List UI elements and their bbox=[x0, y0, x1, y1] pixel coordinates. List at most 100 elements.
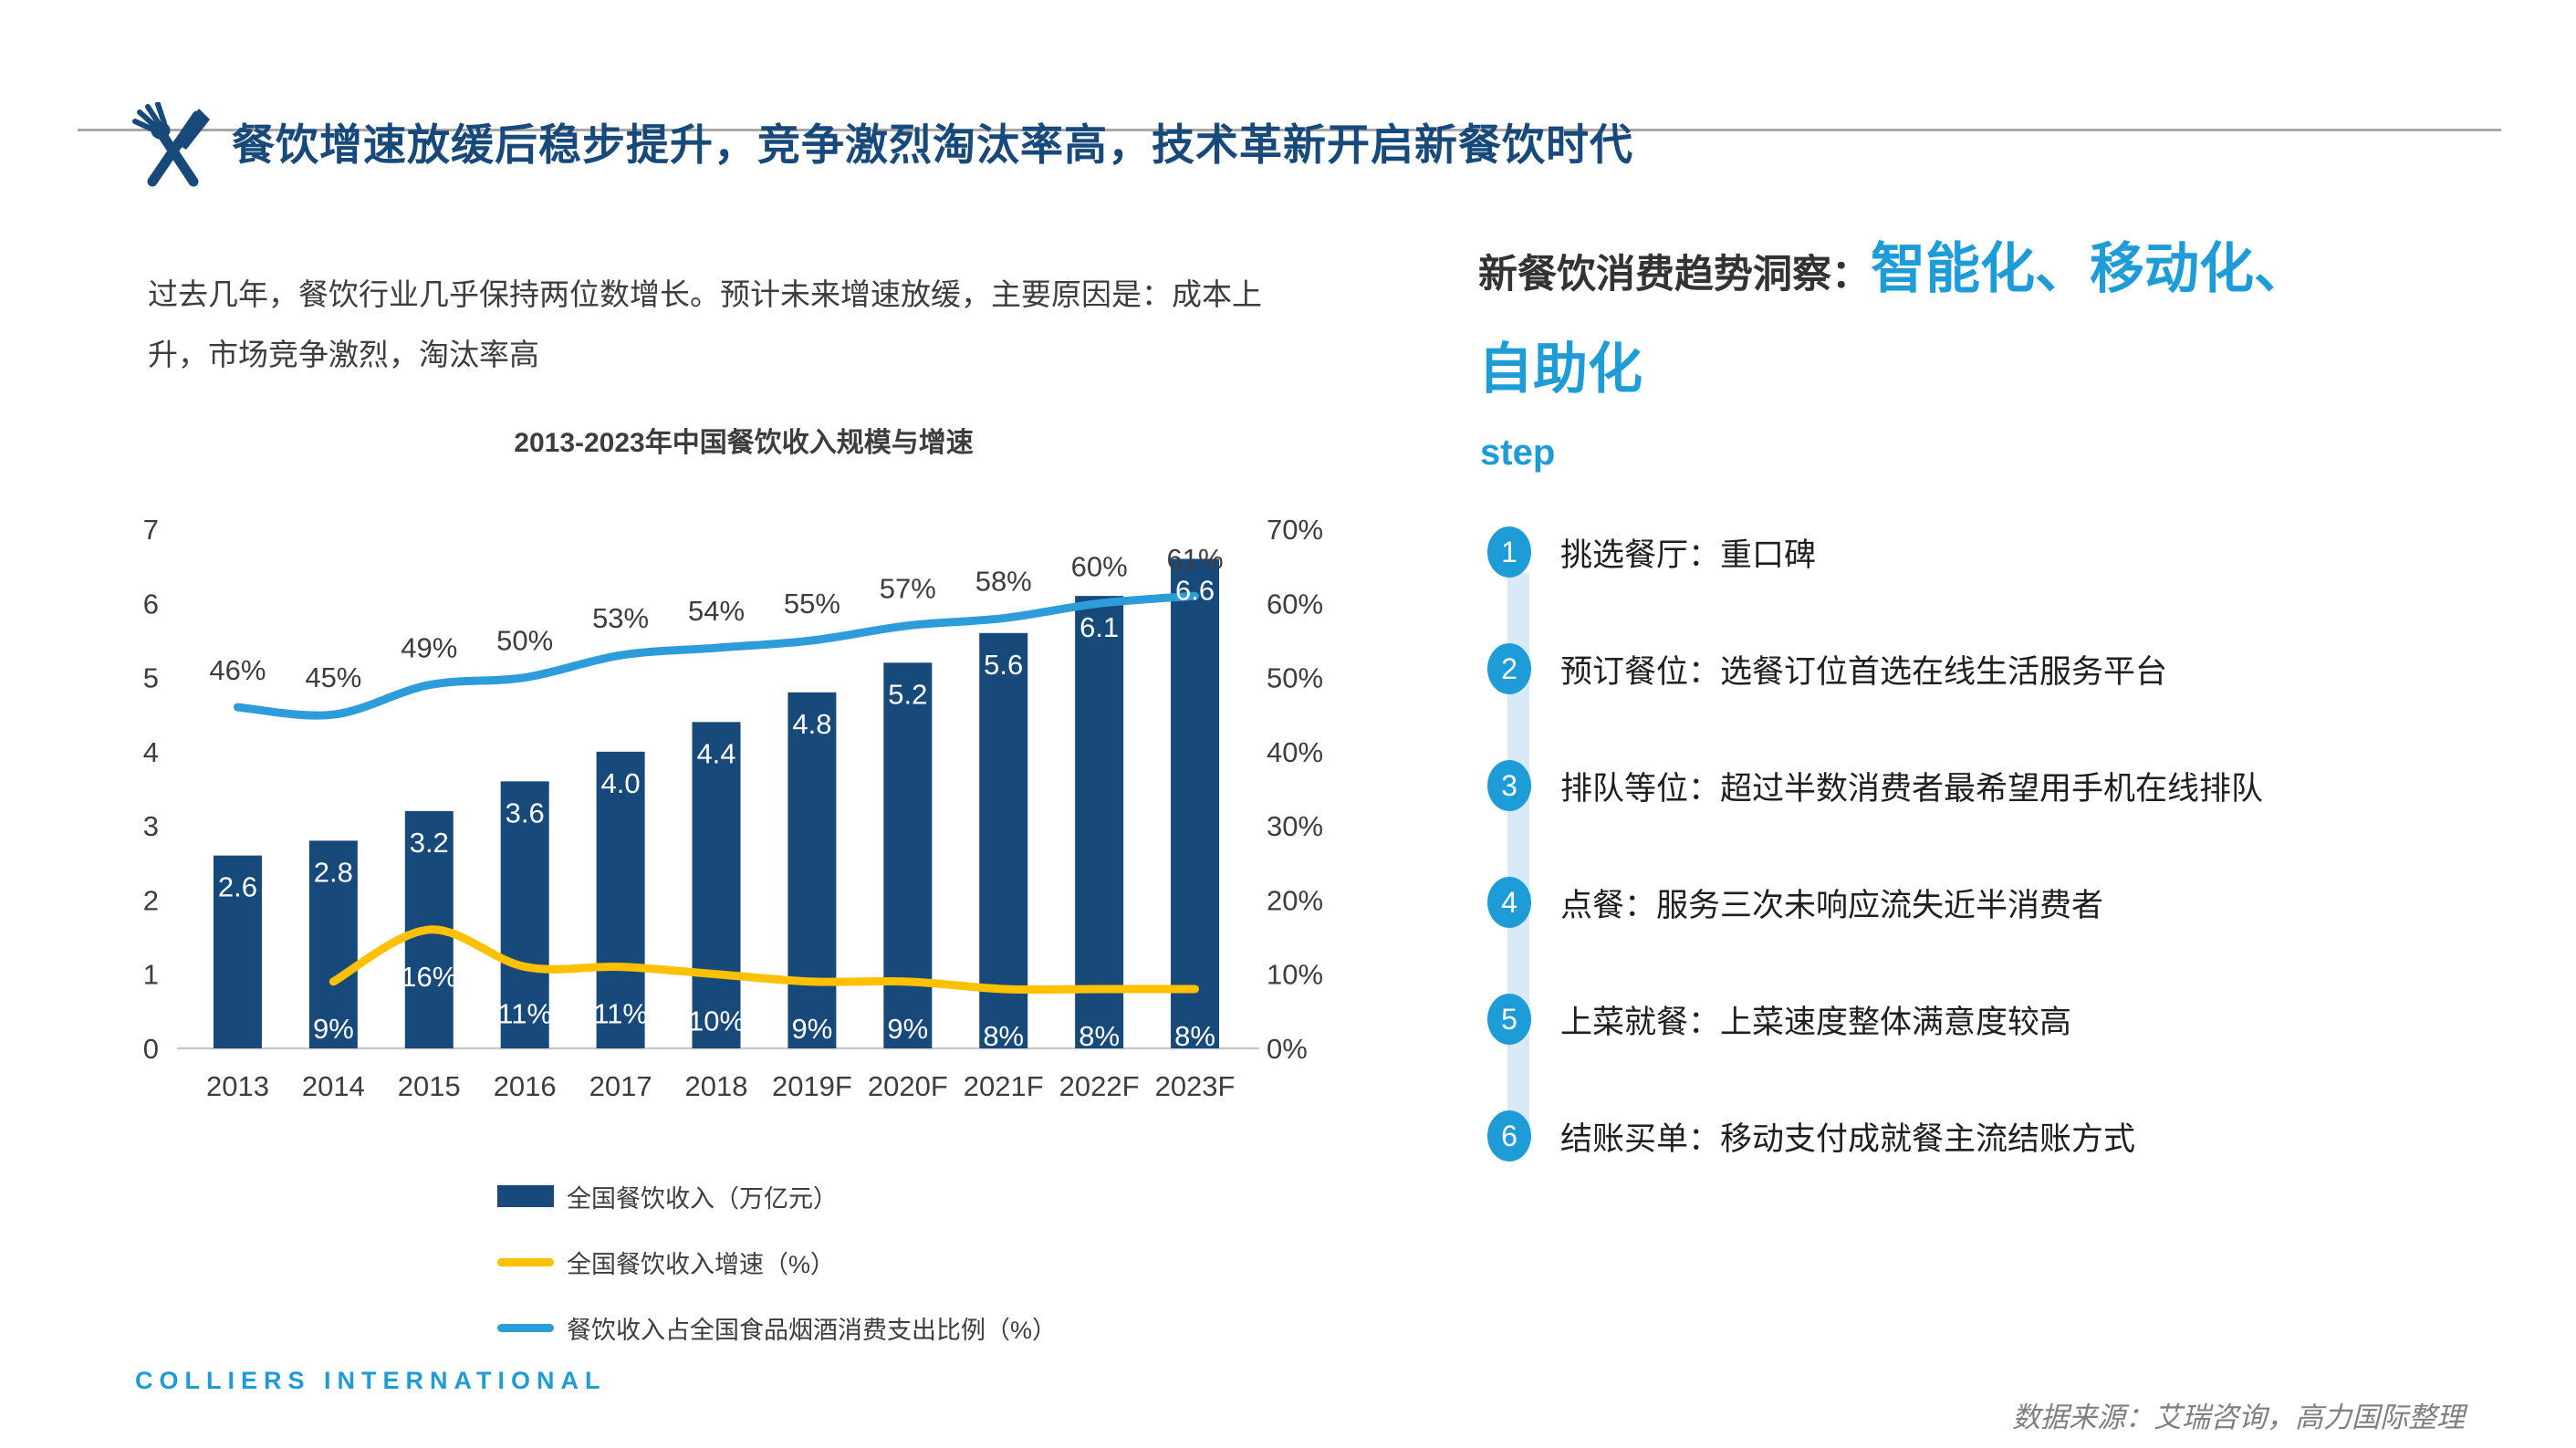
svg-text:1: 1 bbox=[143, 959, 159, 991]
insight-heading-prefix: 新餐饮消费趋势洞察： bbox=[1478, 253, 1871, 297]
svg-text:30%: 30% bbox=[1267, 810, 1323, 842]
step-number-badge: 2 bbox=[1487, 643, 1531, 694]
svg-text:9%: 9% bbox=[792, 1013, 833, 1045]
svg-text:8%: 8% bbox=[983, 1020, 1024, 1052]
chart-title: 2013-2023年中国餐饮收入规模与增速 bbox=[514, 428, 974, 458]
step-number-badge: 6 bbox=[1487, 1110, 1531, 1162]
insight-heading-highlight: 智能化、移动化、自助化 bbox=[1478, 238, 2309, 400]
svg-text:2016: 2016 bbox=[494, 1070, 557, 1102]
step-number-badge: 5 bbox=[1487, 994, 1531, 1045]
svg-text:11%: 11% bbox=[593, 998, 648, 1030]
svg-text:4.8: 4.8 bbox=[792, 708, 831, 740]
svg-text:45%: 45% bbox=[305, 661, 361, 693]
svg-text:10%: 10% bbox=[1267, 959, 1323, 991]
svg-text:50%: 50% bbox=[1267, 662, 1323, 694]
legend-label: 全国餐饮收入增速（%） bbox=[567, 1250, 836, 1278]
legend-item-growth: 全国餐饮收入增速（%） bbox=[497, 1245, 835, 1279]
svg-text:9%: 9% bbox=[887, 1013, 928, 1045]
step-text: 点餐：服务三次未响应流失近半消费者 bbox=[1560, 887, 2104, 923]
svg-text:2013: 2013 bbox=[206, 1070, 269, 1102]
step-item-4: 4 点餐：服务三次未响应流失近半消费者 bbox=[1487, 877, 2103, 928]
step-number: 5 bbox=[1501, 1002, 1517, 1036]
svg-text:2014: 2014 bbox=[302, 1070, 365, 1102]
step-text: 排队等位：超过半数消费者最希望用手机在线排队 bbox=[1560, 770, 2264, 807]
step-item-3: 3 排队等位：超过半数消费者最希望用手机在线排队 bbox=[1487, 760, 2263, 811]
svg-text:2015: 2015 bbox=[398, 1070, 461, 1102]
svg-text:2: 2 bbox=[143, 884, 159, 916]
step-item-5: 5 上菜就餐：上菜速度整体满意度较高 bbox=[1487, 994, 2071, 1045]
data-source-note: 数据来源：艾瑞咨询，高力国际整理 bbox=[2012, 1401, 2465, 1433]
svg-text:8%: 8% bbox=[1174, 1020, 1215, 1052]
top-divider bbox=[78, 129, 2501, 131]
svg-text:0: 0 bbox=[143, 1033, 159, 1065]
step-number-badge: 3 bbox=[1487, 760, 1531, 811]
svg-text:46%: 46% bbox=[209, 654, 266, 686]
svg-text:10%: 10% bbox=[688, 1005, 745, 1037]
step-text: 上菜就餐：上菜速度整体满意度较高 bbox=[1560, 1004, 2072, 1040]
svg-text:2021F: 2021F bbox=[964, 1070, 1044, 1102]
svg-text:6.1: 6.1 bbox=[1079, 611, 1119, 643]
svg-text:20%: 20% bbox=[1267, 884, 1323, 916]
svg-text:4.4: 4.4 bbox=[696, 737, 735, 769]
step-text: 预订餐位：选餐订位首选在线生活服务平台 bbox=[1560, 653, 2168, 690]
svg-text:3.6: 3.6 bbox=[506, 797, 545, 828]
step-number: 2 bbox=[1501, 651, 1517, 685]
step-item-2: 2 预订餐位：选餐订位首选在线生活服务平台 bbox=[1487, 643, 2167, 694]
svg-text:58%: 58% bbox=[975, 566, 1032, 598]
step-number: 4 bbox=[1501, 885, 1517, 919]
svg-text:2.8: 2.8 bbox=[314, 856, 353, 888]
svg-text:9%: 9% bbox=[313, 1013, 354, 1045]
svg-text:3: 3 bbox=[143, 810, 159, 842]
step-item-6: 6 结账买单：移动支付成就餐主流结账方式 bbox=[1487, 1110, 2135, 1162]
svg-text:0%: 0% bbox=[1267, 1033, 1308, 1065]
svg-text:5.2: 5.2 bbox=[888, 678, 927, 710]
step-number: 1 bbox=[1501, 535, 1517, 568]
svg-text:54%: 54% bbox=[688, 595, 745, 627]
svg-text:2020F: 2020F bbox=[868, 1070, 948, 1102]
step-number: 6 bbox=[1501, 1119, 1517, 1152]
svg-text:7: 7 bbox=[143, 514, 159, 546]
svg-text:6.6: 6.6 bbox=[1175, 575, 1215, 607]
svg-text:61%: 61% bbox=[1167, 543, 1224, 575]
svg-text:60%: 60% bbox=[1267, 588, 1323, 620]
legend-swatch-bar bbox=[497, 1185, 554, 1207]
svg-text:40%: 40% bbox=[1267, 736, 1323, 768]
svg-text:2022F: 2022F bbox=[1059, 1070, 1140, 1102]
svg-text:3.2: 3.2 bbox=[410, 827, 449, 859]
legend-label: 全国餐饮收入（万亿元） bbox=[567, 1184, 838, 1213]
step-number: 3 bbox=[1501, 768, 1517, 802]
svg-text:49%: 49% bbox=[401, 632, 457, 664]
svg-text:6: 6 bbox=[143, 588, 159, 620]
fork-knife-icon bbox=[132, 102, 210, 187]
step-text: 挑选餐厅：重口碑 bbox=[1560, 536, 1817, 573]
svg-text:60%: 60% bbox=[1071, 550, 1128, 582]
svg-text:8%: 8% bbox=[1079, 1020, 1120, 1052]
legend-item-revenue: 全国餐饮收入（万亿元） bbox=[497, 1179, 838, 1214]
svg-text:55%: 55% bbox=[784, 588, 840, 620]
svg-text:16%: 16% bbox=[401, 961, 457, 993]
svg-text:4.0: 4.0 bbox=[601, 767, 641, 799]
svg-text:2017: 2017 bbox=[589, 1070, 652, 1102]
step-item-1: 1 挑选餐厅：重口碑 bbox=[1487, 526, 1816, 578]
svg-text:2023F: 2023F bbox=[1155, 1070, 1236, 1102]
svg-text:57%: 57% bbox=[880, 573, 936, 605]
insight-heading: 新餐饮消费趋势洞察：智能化、移动化、自助化 bbox=[1478, 226, 2345, 427]
svg-text:4: 4 bbox=[143, 736, 159, 768]
page-title: 餐饮增速放缓后稳步提升，竞争激烈淘汰率高，技术革新开启新餐饮时代 bbox=[232, 120, 1633, 169]
svg-text:2019F: 2019F bbox=[772, 1070, 852, 1102]
step-text: 结账买单：移动支付成就餐主流结账方式 bbox=[1560, 1120, 2136, 1157]
svg-text:5.6: 5.6 bbox=[984, 649, 1023, 681]
svg-text:5: 5 bbox=[143, 662, 159, 694]
legend-swatch-ratio-line bbox=[497, 1323, 554, 1332]
brand-logo-text: COLLIERS INTERNATIONAL bbox=[135, 1367, 607, 1394]
svg-text:2.6: 2.6 bbox=[218, 871, 257, 903]
svg-text:2018: 2018 bbox=[685, 1070, 748, 1102]
step-section-label: step bbox=[1480, 432, 1556, 473]
svg-text:50%: 50% bbox=[496, 625, 553, 657]
svg-text:70%: 70% bbox=[1267, 514, 1323, 546]
legend-label: 餐饮收入占全国食品烟酒消费支出比例（%） bbox=[567, 1316, 1058, 1344]
legend-swatch-growth-line bbox=[497, 1257, 554, 1266]
step-number-badge: 4 bbox=[1487, 877, 1531, 928]
